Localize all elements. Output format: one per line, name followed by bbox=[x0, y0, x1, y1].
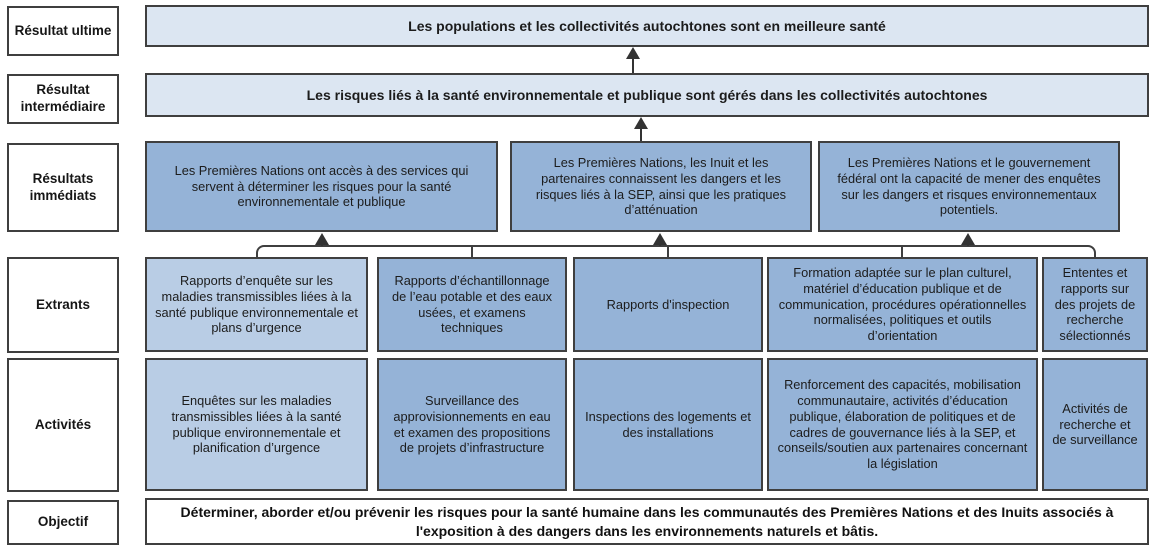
arrowhead-icon bbox=[626, 47, 640, 59]
row-label-activities: Activités bbox=[7, 358, 119, 492]
arrowhead-icon bbox=[634, 117, 648, 129]
arrow-up-to-intermediate bbox=[633, 117, 649, 141]
arrow-up-to-immediate-2 bbox=[652, 233, 668, 246]
output-box-4: Formation adaptée sur le plan culturel, … bbox=[767, 257, 1038, 352]
connector-tick bbox=[471, 246, 473, 257]
activity-box-4: Renforcement des capacités, mobilisation… bbox=[767, 358, 1038, 491]
arrow-stem bbox=[659, 243, 661, 246]
output-box-3: Rapports d'inspection bbox=[573, 257, 763, 352]
outputs-to-immediate-connector bbox=[256, 245, 1096, 257]
arrowhead-icon bbox=[315, 233, 329, 245]
intermediate-outcome-box: Les risques liés à la santé environnemen… bbox=[145, 73, 1149, 117]
row-label-intermediate-outcome: Résultat intermédiaire bbox=[7, 74, 119, 124]
arrow-stem bbox=[640, 127, 642, 141]
immediate-outcome-box-3: Les Premières Nations et le gouvernement… bbox=[818, 141, 1120, 232]
row-label-ultimate-outcome: Résultat ultime bbox=[7, 6, 119, 56]
row-label-immediate-outcomes: Résultats immédiats bbox=[7, 143, 119, 232]
immediate-outcome-box-1: Les Premières Nations ont accès à des se… bbox=[145, 141, 498, 232]
arrowhead-icon bbox=[653, 233, 667, 245]
ultimate-outcome-box: Les populations et les collectivités aut… bbox=[145, 5, 1149, 47]
row-label-objective: Objectif bbox=[7, 500, 119, 545]
arrow-stem bbox=[632, 57, 634, 73]
output-box-1: Rapports d’enquête sur les maladies tran… bbox=[145, 257, 368, 352]
output-box-5: Ententes et rapports sur des projets de … bbox=[1042, 257, 1148, 352]
activity-box-2: Surveillance des approvisionnements en e… bbox=[377, 358, 567, 491]
arrow-up-to-immediate-3 bbox=[960, 233, 976, 246]
arrow-stem bbox=[967, 243, 969, 246]
arrowhead-icon bbox=[961, 233, 975, 245]
connector-tick bbox=[901, 246, 903, 257]
objective-box: Déterminer, aborder et/ou prévenir les r… bbox=[145, 498, 1149, 545]
connector-tick bbox=[667, 246, 669, 257]
arrow-up-to-immediate-1 bbox=[314, 233, 330, 246]
row-label-outputs: Extrants bbox=[7, 257, 119, 353]
activity-box-5: Activités de recherche et de surveillanc… bbox=[1042, 358, 1148, 491]
arrow-up-to-ultimate bbox=[625, 47, 641, 73]
arrow-stem bbox=[321, 243, 323, 246]
immediate-outcome-box-2: Les Premières Nations, les Inuit et les … bbox=[510, 141, 812, 232]
output-box-2: Rapports d’échantillonnage de l’eau pota… bbox=[377, 257, 567, 352]
activity-box-3: Inspections des logements et des install… bbox=[573, 358, 763, 491]
activity-box-1: Enquêtes sur les maladies transmissibles… bbox=[145, 358, 368, 491]
